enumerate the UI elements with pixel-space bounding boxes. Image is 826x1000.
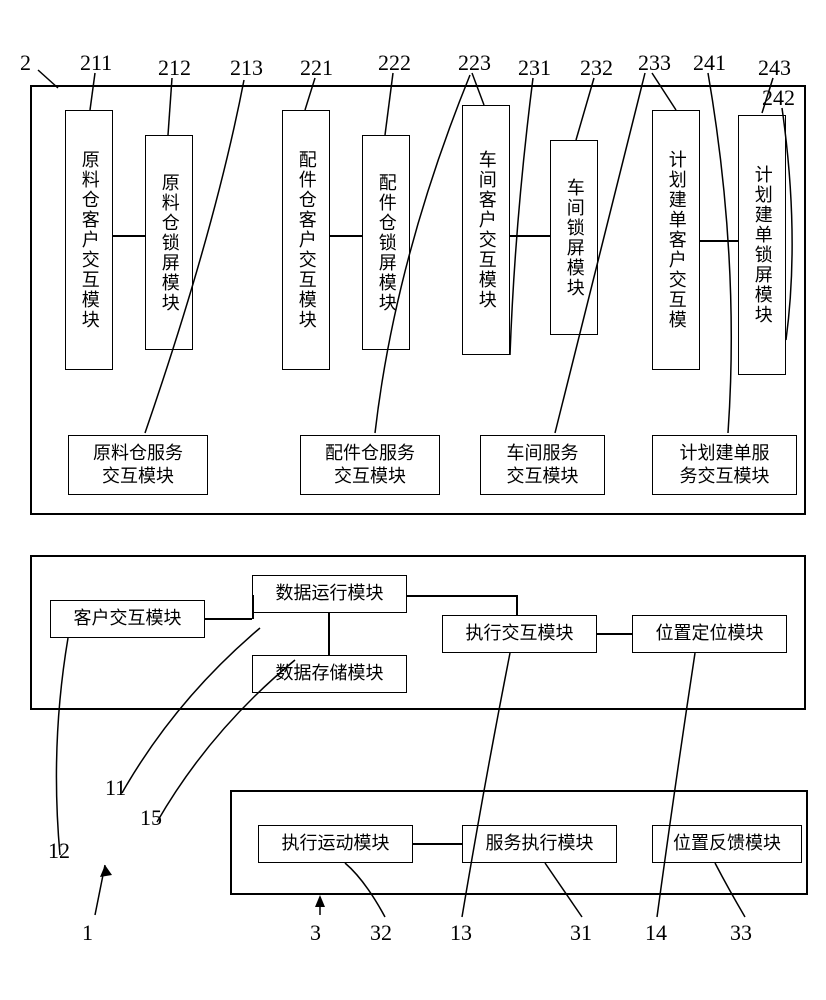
vbox-8: 计划建单锁屏模块 xyxy=(738,115,786,375)
conn-m2-m3b xyxy=(516,595,518,615)
conn-v7-v8 xyxy=(700,240,738,242)
bbox-3: 位置反馈模块 xyxy=(652,825,802,863)
label-33: 33 xyxy=(730,920,752,946)
label-31: 31 xyxy=(570,920,592,946)
label-14: 14 xyxy=(645,920,667,946)
mtext-2: 数据运行模块 xyxy=(270,578,390,609)
label-32: 32 xyxy=(370,920,392,946)
conn-m1-m2b xyxy=(252,595,254,619)
label-221: 221 xyxy=(300,55,333,81)
mbox-2: 数据运行模块 xyxy=(252,575,407,613)
btext-1: 执行运动模块 xyxy=(276,828,396,859)
hbox-4: 计划建单服 务交互模块 xyxy=(652,435,797,495)
mbox-4: 位置定位模块 xyxy=(632,615,787,653)
label-12: 12 xyxy=(48,838,70,864)
vbox-7: 计划建单客户交互模 xyxy=(652,110,700,370)
vtext-7: 计划建单客户交互模 xyxy=(665,150,687,330)
label-232: 232 xyxy=(580,55,613,81)
vbox-1: 原料仓客户交互模块 xyxy=(65,110,113,370)
label-212: 212 xyxy=(158,55,191,81)
diagram-canvas: 2 211 212 213 221 222 223 231 232 233 24… xyxy=(0,0,826,1000)
bbox-1: 执行运动模块 xyxy=(258,825,413,863)
hbox-3: 车间服务 交互模块 xyxy=(480,435,605,495)
label-13: 13 xyxy=(450,920,472,946)
conn-m2-m3 xyxy=(407,595,517,597)
bbox-2: 服务执行模块 xyxy=(462,825,617,863)
htext-3: 车间服务 交互模块 xyxy=(501,438,585,493)
label-1: 1 xyxy=(82,920,93,946)
vtext-4: 配件仓锁屏模块 xyxy=(375,173,397,313)
label-211: 211 xyxy=(80,50,112,76)
vtext-8: 计划建单锁屏模块 xyxy=(751,165,773,325)
label-243: 243 xyxy=(758,55,791,81)
hbox-1: 原料仓服务 交互模块 xyxy=(68,435,208,495)
vbox-6: 车间锁屏模块 xyxy=(550,140,598,335)
vbox-5: 车间客户交互模块 xyxy=(462,105,510,355)
label-231: 231 xyxy=(518,55,551,81)
label-15: 15 xyxy=(140,805,162,831)
label-241: 241 xyxy=(693,50,726,76)
vtext-5: 车间客户交互模块 xyxy=(475,150,497,310)
mbox-3: 执行交互模块 xyxy=(442,615,597,653)
vtext-2: 原料仓锁屏模块 xyxy=(158,173,180,313)
label-213: 213 xyxy=(230,55,263,81)
vtext-3: 配件仓客户交互模块 xyxy=(295,150,317,330)
mtext-3: 执行交互模块 xyxy=(460,618,580,649)
conn-v5-v6 xyxy=(510,235,550,237)
vbox-3: 配件仓客户交互模块 xyxy=(282,110,330,370)
htext-4: 计划建单服 务交互模块 xyxy=(674,438,776,493)
vbox-4: 配件仓锁屏模块 xyxy=(362,135,410,350)
label-223: 223 xyxy=(458,50,491,76)
label-222: 222 xyxy=(378,50,411,76)
mtext-4: 位置定位模块 xyxy=(650,618,770,649)
label-2: 2 xyxy=(20,50,31,76)
mtext-1: 客户交互模块 xyxy=(68,603,188,634)
conn-m2-m5 xyxy=(328,613,330,655)
conn-v3-v4 xyxy=(330,235,362,237)
vbox-2: 原料仓锁屏模块 xyxy=(145,135,193,350)
vtext-6: 车间锁屏模块 xyxy=(563,178,585,298)
hbox-2: 配件仓服务 交互模块 xyxy=(300,435,440,495)
btext-3: 位置反馈模块 xyxy=(667,828,787,859)
mbox-1: 客户交互模块 xyxy=(50,600,205,638)
label-11: 11 xyxy=(105,775,126,801)
conn-b1-b2 xyxy=(413,843,462,845)
vtext-1: 原料仓客户交互模块 xyxy=(78,150,100,330)
mtext-5: 数据存储模块 xyxy=(270,658,390,689)
mbox-5: 数据存储模块 xyxy=(252,655,407,693)
conn-m3-m4 xyxy=(597,633,632,635)
label-3: 3 xyxy=(310,920,321,946)
btext-2: 服务执行模块 xyxy=(480,828,600,859)
conn-m1-m2 xyxy=(205,618,252,620)
label-233: 233 xyxy=(638,50,671,76)
htext-1: 原料仓服务 交互模块 xyxy=(87,438,189,493)
conn-v1-v2 xyxy=(113,235,145,237)
label-242: 242 xyxy=(762,85,795,111)
htext-2: 配件仓服务 交互模块 xyxy=(319,438,421,493)
